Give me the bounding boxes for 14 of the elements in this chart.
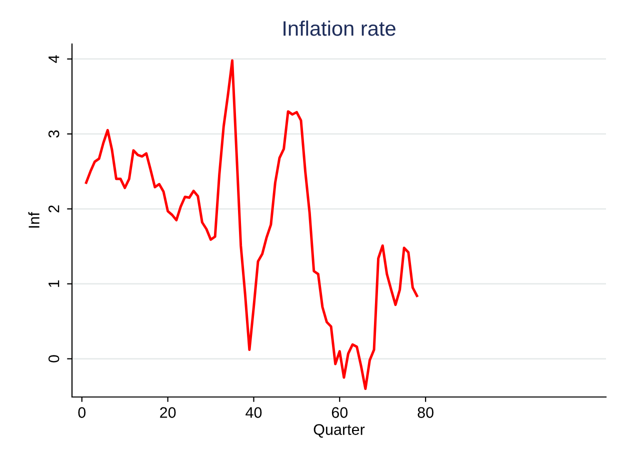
x-tick-label: 60	[332, 407, 348, 418]
y-tick-label: 4	[48, 55, 60, 63]
y-tick-label: 2	[48, 205, 60, 212]
chart-title: Inflation rate	[284, 20, 396, 36]
x-axis-title: Quarter	[314, 424, 365, 438]
x-tick-label: 20	[160, 407, 176, 418]
y-tick-label: 3	[48, 130, 60, 138]
y-tick-label: 1	[48, 280, 60, 287]
y-tick-label: 0	[48, 355, 60, 362]
x-tick-label: 80	[418, 407, 434, 418]
x-tick-label: 40	[246, 407, 262, 418]
line-series	[84, 59, 418, 390]
x-tick-label: 0	[78, 407, 86, 418]
y-axis-title: Inf	[28, 212, 40, 228]
